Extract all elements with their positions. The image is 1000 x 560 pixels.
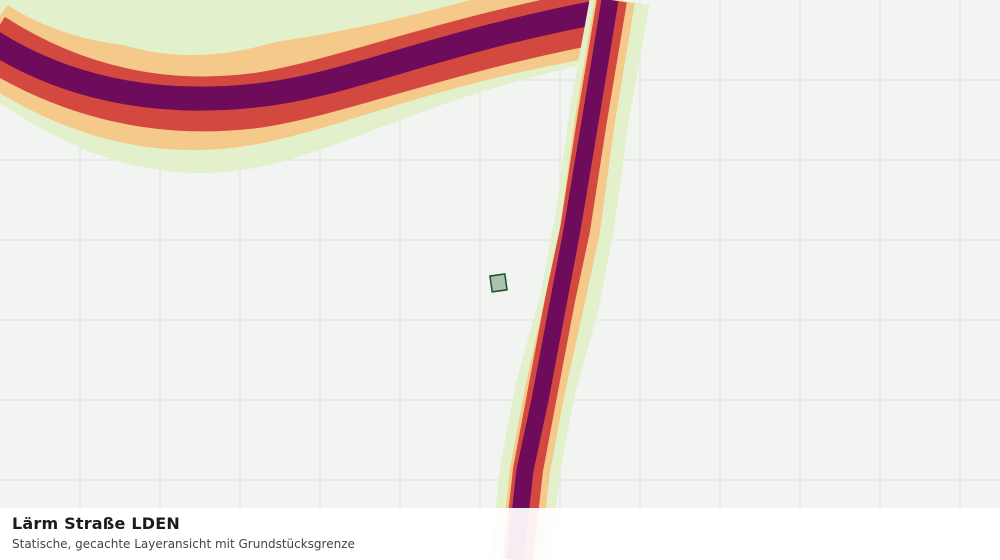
- subtitle: Statische, gecachte Layeransicht mit Gru…: [12, 537, 355, 551]
- parcel-boundary: [489, 273, 508, 293]
- noise-road-curved: [0, 0, 635, 173]
- title: Lärm Straße LDEN: [12, 514, 180, 533]
- noise-road-vertical: [490, 0, 650, 560]
- caption: Lärm Straße LDEN Statische, gecachte Lay…: [0, 508, 1000, 560]
- green-zone: [0, 0, 470, 49]
